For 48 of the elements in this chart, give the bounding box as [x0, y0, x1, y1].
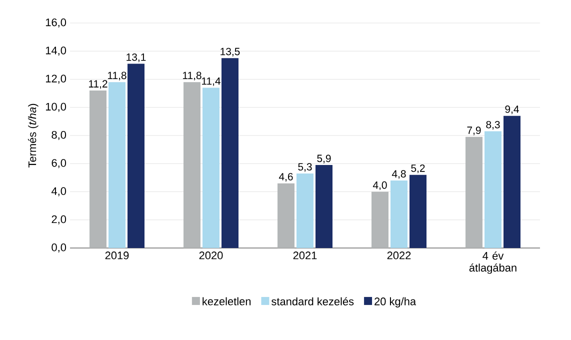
- legend-label: 20 kg/ha: [374, 297, 416, 308]
- bar: [90, 90, 106, 248]
- bar: [184, 82, 200, 248]
- data-label: 7,9: [467, 126, 481, 136]
- bar: [128, 64, 144, 248]
- data-label: 4,6: [278, 172, 293, 182]
- y-tick-label: 10,0: [46, 102, 66, 112]
- bar: [466, 136, 482, 248]
- legend-label: kezeletlen: [202, 297, 251, 306]
- data-label: 11,8: [108, 72, 126, 80]
- y-tick-label: 6,0: [52, 159, 66, 168]
- data-label: 11,2: [89, 80, 108, 89]
- data-label: 4,0: [372, 181, 387, 190]
- y-tick-label: 12,0: [46, 74, 66, 84]
- bar: [108, 82, 126, 248]
- data-label: 9,4: [505, 105, 519, 114]
- bar: [296, 173, 314, 248]
- bar: [278, 183, 294, 248]
- data-label: 11,4: [202, 77, 220, 86]
- y-tick-label: 16,0: [46, 18, 66, 28]
- bar: [316, 165, 332, 248]
- bar: [410, 174, 426, 248]
- data-label: 13,1: [126, 53, 146, 62]
- data-label: 13,5: [220, 48, 240, 56]
- bar: [372, 192, 388, 248]
- y-tick-label: 2,0: [52, 215, 66, 224]
- legend-label: standard kezelés: [272, 297, 354, 306]
- data-label: 11,8: [183, 72, 202, 80]
- x-tick-label: 2020: [199, 252, 223, 260]
- x-tick-label: 2021: [293, 252, 317, 260]
- bar: [390, 180, 408, 248]
- y-tick-label: 14,0: [46, 46, 66, 56]
- data-label: 5,9: [317, 154, 331, 164]
- x-tick-label: 2022: [387, 252, 411, 260]
- y-tick-label: 8,0: [52, 130, 66, 140]
- bar: [222, 58, 238, 248]
- y-tick-label: 0,0: [52, 243, 66, 253]
- data-label: 5,2: [411, 164, 425, 174]
- data-label: 8,3: [486, 120, 500, 130]
- data-label: 5,3: [298, 163, 312, 172]
- data-label: 4,8: [392, 170, 406, 179]
- y-tick-label: 4,0: [51, 187, 66, 196]
- bar: [202, 88, 220, 248]
- x-tick-label: 4 év átlagában: [469, 252, 516, 274]
- bar: [504, 116, 520, 248]
- bar: [484, 131, 502, 248]
- x-tick-label: 2019: [105, 252, 129, 260]
- y-axis-title: Termés (t/ha): [28, 104, 38, 168]
